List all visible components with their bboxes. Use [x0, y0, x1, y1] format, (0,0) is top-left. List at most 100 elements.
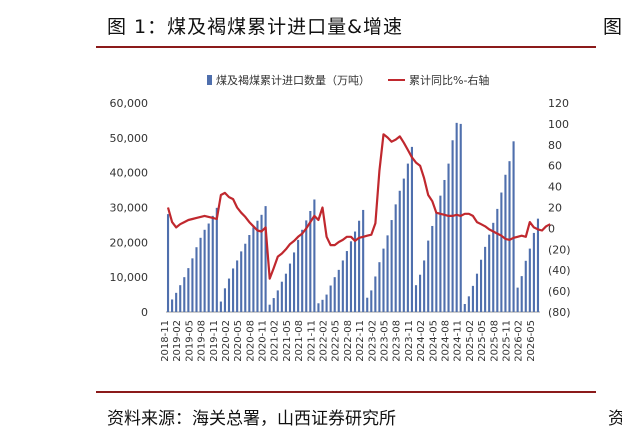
x-tick-label: 2026-05 — [526, 320, 537, 362]
legend-bar-label: 煤及褐煤累计进口数量（万吨） — [216, 73, 370, 87]
yoy-line — [166, 133, 551, 280]
bar — [288, 263, 292, 312]
y-left-tick-label: 20,000 — [110, 236, 149, 249]
y-left-tick-label: 30,000 — [110, 202, 149, 215]
y-right-tick-label: 60 — [548, 160, 562, 173]
bar — [256, 220, 259, 312]
legend-line-label: 累计同比%-右轴 — [409, 73, 489, 87]
bar — [341, 260, 344, 312]
bar — [496, 208, 499, 312]
bar — [175, 292, 178, 312]
bar — [455, 122, 458, 312]
bar — [297, 239, 300, 312]
y-right-tick-label: (80) — [548, 306, 571, 319]
x-tick-label: 2019-11 — [209, 320, 220, 362]
bar — [475, 273, 479, 312]
clipped-next-title: 图 — [603, 16, 622, 38]
bar — [244, 243, 247, 312]
bar — [366, 297, 369, 312]
source-note: 资料来源：海关总署，山西证券研究所 — [107, 409, 396, 429]
y-right-tick-label: 40 — [548, 181, 562, 194]
x-tick-label: 2026-02 — [514, 320, 525, 362]
bar — [435, 212, 438, 312]
bar — [171, 299, 174, 312]
bar — [431, 225, 434, 312]
bar — [276, 290, 279, 312]
bar — [439, 195, 442, 312]
bar — [382, 248, 385, 312]
bar — [325, 294, 328, 312]
x-tick-label: 2022-02 — [319, 320, 330, 362]
bar — [512, 141, 515, 312]
bar — [305, 220, 308, 312]
bar — [447, 163, 450, 312]
bar — [219, 301, 222, 312]
x-tick-label: 2018-11 — [160, 320, 171, 362]
bar — [215, 207, 218, 312]
bar — [292, 252, 296, 312]
legend-bar-swatch — [207, 75, 212, 85]
bar — [187, 268, 190, 312]
bar — [313, 199, 316, 312]
bar — [394, 204, 397, 312]
bar — [268, 304, 271, 312]
bar — [463, 303, 466, 312]
bar — [349, 241, 353, 312]
x-tick-label: 2021-02 — [270, 320, 281, 362]
bar — [179, 285, 182, 312]
bar — [207, 223, 210, 312]
bar — [248, 235, 251, 312]
bar — [390, 220, 393, 312]
bar — [260, 214, 263, 312]
bar — [345, 251, 348, 312]
bar — [353, 231, 357, 312]
bar — [410, 146, 414, 312]
bar — [419, 274, 422, 312]
legend: 煤及褐煤累计进口数量（万吨） 累计同比%-右轴 — [207, 73, 489, 87]
x-tick-label: 2024-11 — [453, 320, 464, 362]
y-right-tick-label: (40) — [548, 264, 571, 277]
bar — [199, 237, 202, 312]
bar — [451, 140, 454, 312]
bar — [203, 229, 206, 312]
bar — [284, 273, 287, 312]
line-series — [166, 133, 551, 280]
bar — [524, 260, 527, 312]
x-tick-label: 2022-05 — [331, 320, 342, 362]
x-tick-label: 2025-05 — [477, 320, 488, 362]
x-tick-label: 2022-08 — [343, 320, 354, 362]
x-tick-label: 2023-11 — [404, 320, 415, 362]
bar — [272, 298, 275, 312]
clipped-next-source: 资 — [608, 409, 622, 429]
y-left-tick-label: 0 — [141, 306, 148, 319]
bar — [471, 285, 474, 312]
bottom-rule — [96, 391, 596, 393]
bar — [358, 220, 361, 312]
x-tick-label: 2023-08 — [392, 320, 403, 362]
bar — [500, 192, 503, 312]
x-tick-label: 2025-02 — [465, 320, 476, 362]
bar-series — [166, 122, 540, 313]
x-tick-label: 2023-05 — [379, 320, 390, 362]
bar — [195, 247, 198, 312]
bar — [232, 268, 235, 312]
y-right-tick-label: 100 — [548, 118, 569, 131]
x-tick-label: 2019-02 — [172, 320, 183, 362]
y-right-tick-label: (20) — [548, 243, 571, 256]
bar — [528, 248, 531, 312]
bar — [492, 222, 495, 312]
bar — [488, 234, 491, 312]
bar — [532, 232, 535, 312]
bar — [398, 190, 401, 312]
bar — [516, 287, 519, 312]
x-tick-label: 2025-08 — [489, 320, 500, 362]
x-tick-label: 2024-08 — [440, 320, 451, 362]
bar — [183, 277, 186, 312]
bar — [423, 260, 426, 312]
x-tick-label: 2021-08 — [294, 320, 305, 362]
bar — [374, 276, 377, 312]
x-tick-label: 2019-05 — [184, 320, 195, 362]
x-tick-label: 2023-02 — [367, 320, 378, 362]
bar — [402, 178, 405, 312]
